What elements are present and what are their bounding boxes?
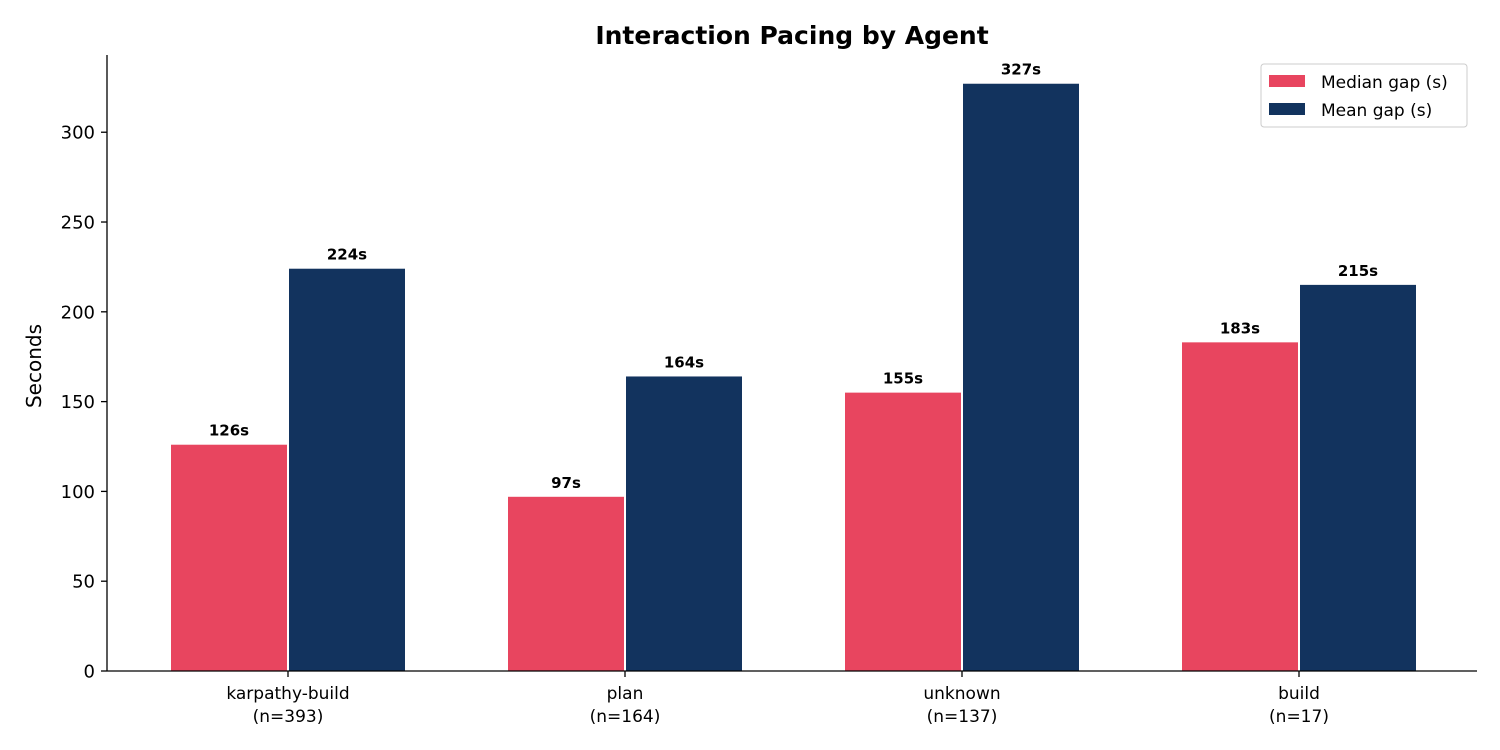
- y-tick-label-200: 200: [61, 302, 95, 323]
- data-label-mean-karpathy-build: 224s: [327, 246, 367, 264]
- y-tick-label-150: 150: [61, 392, 95, 413]
- chart-title: Interaction Pacing by Agent: [595, 21, 988, 50]
- data-label-median-unknown: 155s: [883, 370, 923, 388]
- y-axis-label: Seconds: [22, 324, 46, 408]
- data-label-mean-plan: 164s: [664, 353, 704, 371]
- legend: Median gap (s) Mean gap (s): [1260, 63, 1468, 128]
- x-axis-ticks: karpathy-build (n=393) plan (n=164) unknown (…: [226, 671, 1329, 727]
- bar-median-plan: [508, 496, 624, 671]
- y-tick-label-300: 300: [61, 123, 95, 144]
- y-tick-label-100: 100: [61, 482, 95, 503]
- legend-label-mean: Mean gap (s): [1321, 101, 1432, 121]
- y-tick-label-0: 0: [84, 662, 95, 683]
- y-tick-label-250: 250: [61, 213, 95, 234]
- bar-median-unknown: [845, 392, 961, 671]
- bar-mean-unknown: [963, 83, 1079, 672]
- y-tick-label-50: 50: [72, 572, 95, 593]
- legend-frame: [1260, 63, 1468, 128]
- bar-mean-build: [1300, 284, 1416, 671]
- legend-label-median: Median gap (s): [1321, 73, 1448, 93]
- x-tick-count-unknown: (n=137): [927, 707, 998, 727]
- x-tick-label-karpathy-build: karpathy-build: [226, 684, 349, 704]
- bar-median-build: [1182, 342, 1298, 671]
- data-labels-group: 126s 224s 97s 164s 155s 327s 183s 215s: [209, 61, 1378, 492]
- data-label-median-plan: 97s: [551, 474, 581, 492]
- data-label-mean-unknown: 327s: [1001, 61, 1041, 79]
- x-tick-count-karpathy-build: (n=393): [253, 707, 324, 727]
- data-label-median-build: 183s: [1220, 319, 1260, 337]
- x-tick-count-plan: (n=164): [590, 707, 661, 727]
- x-tick-count-build: (n=17): [1269, 707, 1329, 727]
- x-tick-label-plan: plan: [607, 684, 644, 704]
- data-label-mean-build: 215s: [1338, 262, 1378, 280]
- legend-swatch-median: [1269, 75, 1305, 87]
- legend-swatch-mean: [1269, 103, 1305, 115]
- data-label-median-karpathy-build: 126s: [209, 422, 249, 440]
- bar-median-karpathy-build: [171, 444, 287, 671]
- bar-mean-plan: [626, 376, 742, 671]
- x-tick-label-unknown: unknown: [923, 684, 1000, 704]
- bar-mean-karpathy-build: [289, 268, 405, 671]
- bars-group: [171, 83, 1416, 672]
- y-axis-ticks: 0 50 100 150 200 250 300: [61, 123, 107, 683]
- x-tick-label-build: build: [1278, 684, 1320, 704]
